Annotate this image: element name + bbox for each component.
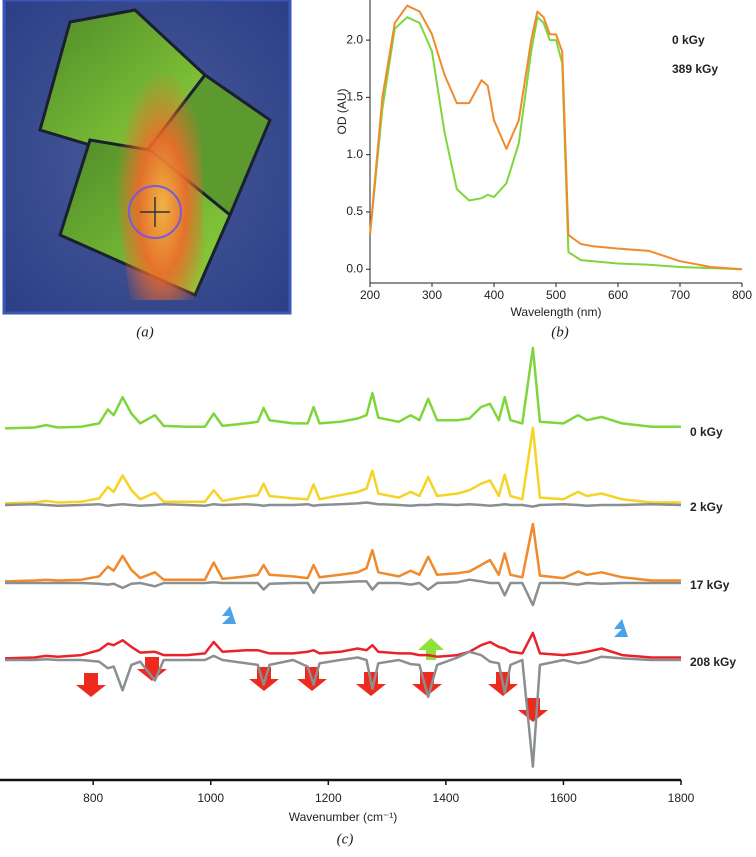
series-label: 208 kGy xyxy=(690,655,736,669)
difference-line xyxy=(5,578,681,607)
x-tick-label: 1000 xyxy=(197,791,224,805)
x-tick-label: 600 xyxy=(608,288,628,302)
spectrum-line xyxy=(4,522,681,583)
series-label: 17 kGy xyxy=(690,578,730,592)
x-tick-label: 200 xyxy=(360,288,380,302)
y-tick-label: 1.0 xyxy=(346,147,363,161)
spectrum-line xyxy=(4,631,681,660)
panel-label: (b) xyxy=(551,324,569,340)
x-axis-label: Wavelength (nm) xyxy=(511,305,602,319)
spectrum-line xyxy=(369,4,743,271)
spectrum-line xyxy=(369,16,743,271)
y-tick-label: 1.5 xyxy=(346,90,363,104)
series-label: 2 kGy xyxy=(690,500,723,514)
x-tick-label: 1600 xyxy=(550,791,577,805)
x-axis-label: Wavenumber (cm⁻¹) xyxy=(289,810,398,824)
difference-line xyxy=(4,501,682,508)
spectrum-line xyxy=(4,426,681,505)
series-label: 0 kGy xyxy=(690,425,723,439)
difference-line xyxy=(5,650,681,768)
y-tick-label: 0.0 xyxy=(346,261,363,275)
x-tick-label: 1400 xyxy=(433,791,460,805)
x-tick-label: 1200 xyxy=(315,791,342,805)
legend-label: 389 kGy xyxy=(672,62,718,76)
crystal-image xyxy=(2,0,292,315)
x-tick-label: 500 xyxy=(546,288,566,302)
y-tick-label: 0.5 xyxy=(346,204,363,218)
x-tick-label: 800 xyxy=(732,288,752,302)
x-tick-label: 1800 xyxy=(668,791,695,805)
x-tick-label: 400 xyxy=(484,288,504,302)
spectrum-line xyxy=(4,346,681,430)
legend-label: 0 kGy xyxy=(672,33,705,47)
panel-label: (a) xyxy=(136,324,154,340)
x-tick-label: 700 xyxy=(670,288,690,302)
panel-label: (c) xyxy=(337,831,354,847)
x-tick-label: 300 xyxy=(422,288,442,302)
y-axis-label: OD (AU) xyxy=(335,89,349,135)
x-tick-label: 800 xyxy=(83,791,103,805)
y-tick-label: 2.0 xyxy=(346,32,363,46)
